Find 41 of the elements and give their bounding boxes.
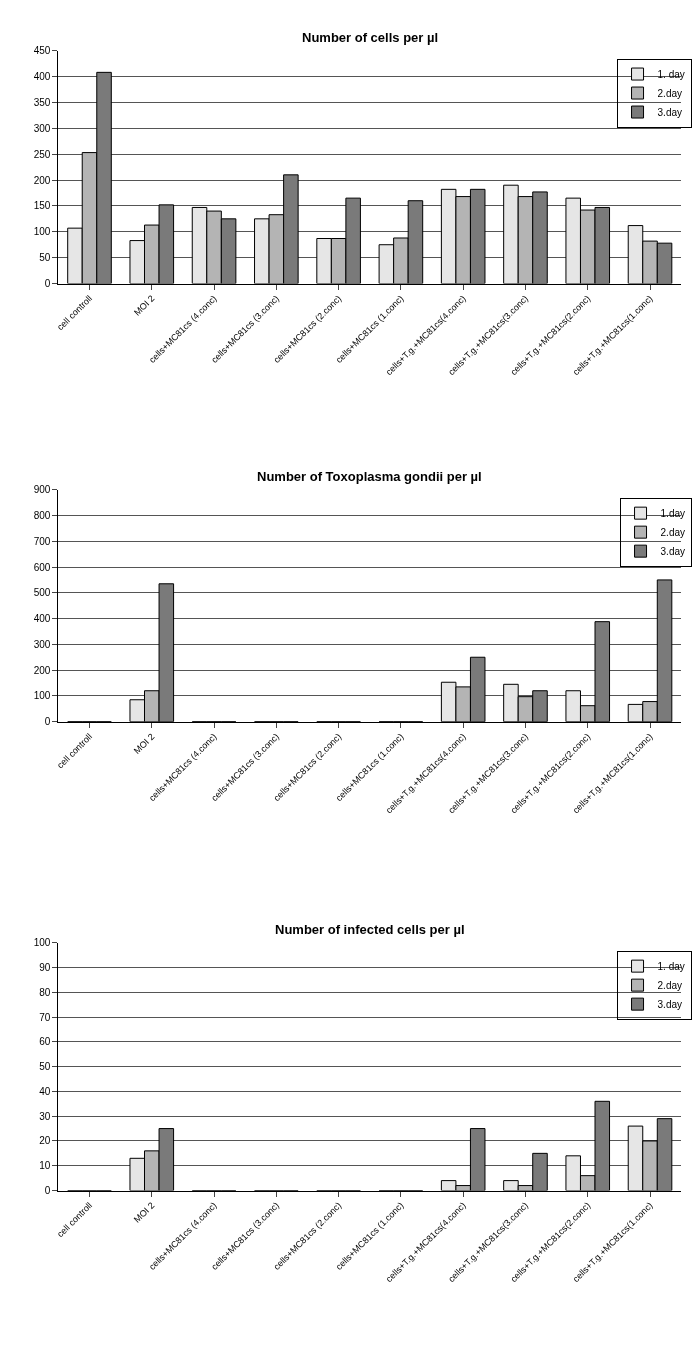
y-tick-label: 50 xyxy=(39,252,51,264)
y-tick-label: 300 xyxy=(33,638,51,650)
y-tick-label: 900 xyxy=(33,484,51,496)
y-tick-label: 90 xyxy=(39,961,51,973)
legend-label: 3.day xyxy=(657,999,683,1011)
y-tick-label: 40 xyxy=(39,1085,51,1097)
y-tick-label: 400 xyxy=(33,613,51,625)
y-tick-label: 250 xyxy=(33,148,51,160)
y-tick-label: 300 xyxy=(33,122,51,134)
y-tick-label: 60 xyxy=(39,1036,51,1048)
legend-label: 3.day xyxy=(657,106,683,118)
y-tick-label: 10 xyxy=(39,1160,51,1172)
y-tick-label: 0 xyxy=(44,716,51,728)
y-tick-label: 200 xyxy=(33,664,51,676)
y-tick-label: 200 xyxy=(33,174,51,186)
chart-title: Number of Toxoplasma gondii per µl xyxy=(257,469,482,484)
y-tick-label: 100 xyxy=(33,226,51,238)
y-tick-label: 700 xyxy=(33,535,51,547)
x-tick-label: MOI 2 xyxy=(131,731,157,756)
y-tick-label: 80 xyxy=(39,986,51,998)
y-tick-label: 600 xyxy=(33,561,51,573)
y-tick-label: 500 xyxy=(33,587,51,599)
y-tick-label: 350 xyxy=(33,96,51,108)
y-tick-label: 400 xyxy=(33,70,51,82)
y-tick-label: 20 xyxy=(39,1135,51,1147)
chart-title: Number of cells per µl xyxy=(302,30,439,45)
y-tick-label: 0 xyxy=(44,278,51,290)
y-tick-label: 100 xyxy=(33,690,51,702)
legend-label: 2.day xyxy=(657,980,683,992)
y-tick-label: 0 xyxy=(44,1185,51,1197)
y-tick-label: 30 xyxy=(39,1110,51,1122)
legend-label: 2.day xyxy=(660,527,686,539)
chart-title: Number of infected cells per µl xyxy=(275,922,465,937)
y-tick-label: 50 xyxy=(39,1061,51,1073)
y-tick-label: 100 xyxy=(33,937,51,949)
y-tick-label: 70 xyxy=(39,1011,51,1023)
y-tick-label: 450 xyxy=(33,45,51,57)
legend-label: 3.day xyxy=(660,546,686,558)
legend-label: 2.day xyxy=(657,87,683,99)
y-tick-label: 800 xyxy=(33,509,51,521)
y-tick-label: 150 xyxy=(33,200,51,212)
